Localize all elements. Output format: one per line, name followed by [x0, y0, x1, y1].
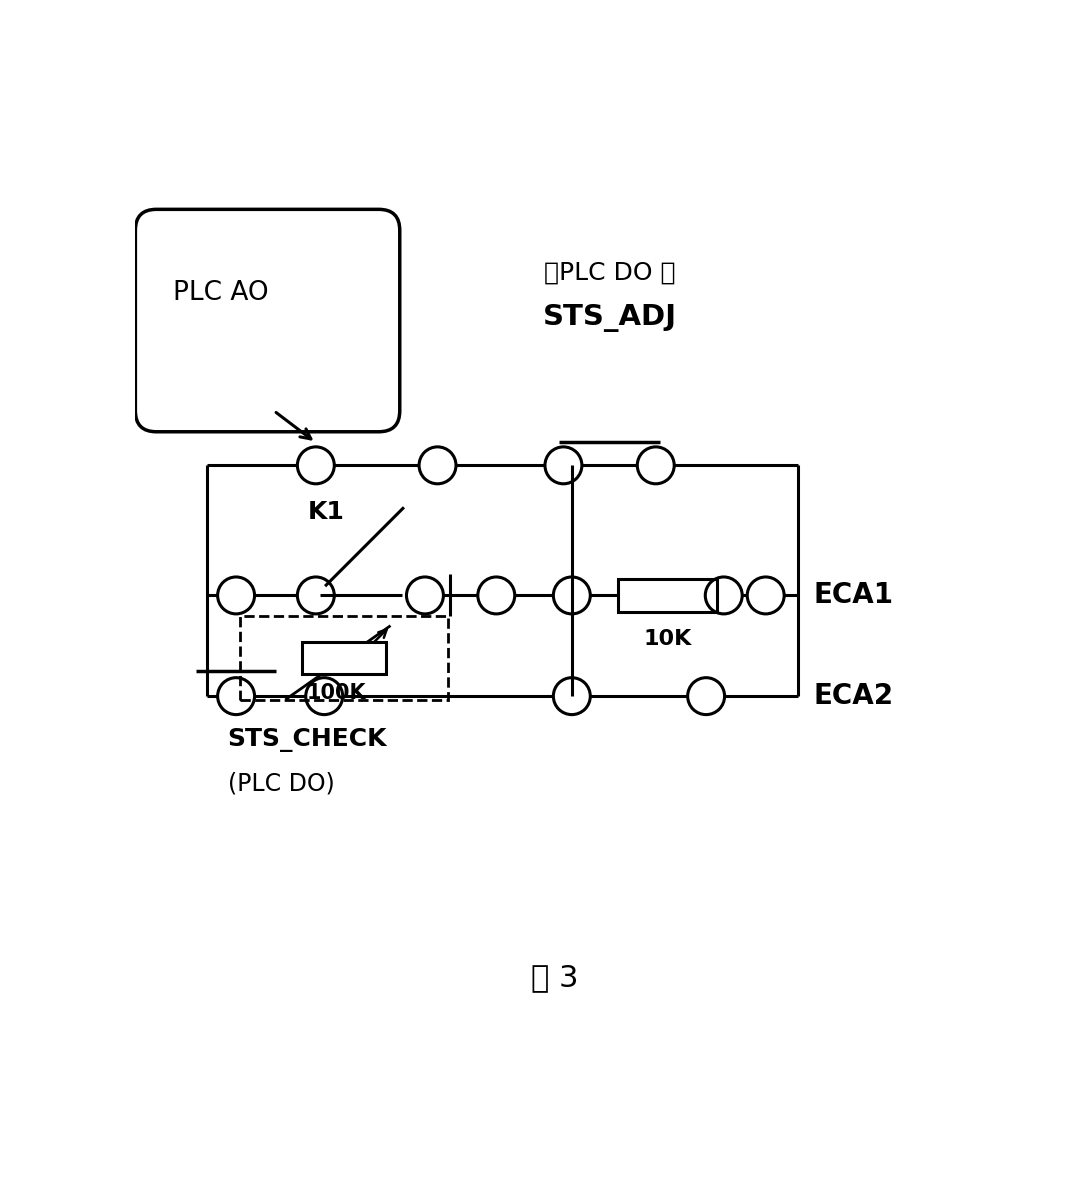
Text: 100K: 100K	[306, 683, 366, 703]
Text: ECA1: ECA1	[813, 582, 893, 609]
Text: 10K: 10K	[643, 628, 692, 649]
FancyBboxPatch shape	[135, 209, 400, 432]
Text: (PLC DO): (PLC DO)	[227, 772, 335, 796]
Text: STS_CHECK: STS_CHECK	[227, 728, 388, 752]
Text: ECA2: ECA2	[813, 683, 893, 710]
Bar	[618, 579, 717, 612]
Text: （PLC DO ）: （PLC DO ）	[544, 260, 676, 284]
Text: PLC AO: PLC AO	[173, 281, 269, 307]
Text: K1: K1	[308, 500, 344, 524]
Text: STS_ADJ: STS_ADJ	[543, 305, 677, 332]
Text: 图 3: 图 3	[532, 963, 578, 992]
Bar	[302, 643, 387, 674]
Bar	[240, 616, 448, 701]
